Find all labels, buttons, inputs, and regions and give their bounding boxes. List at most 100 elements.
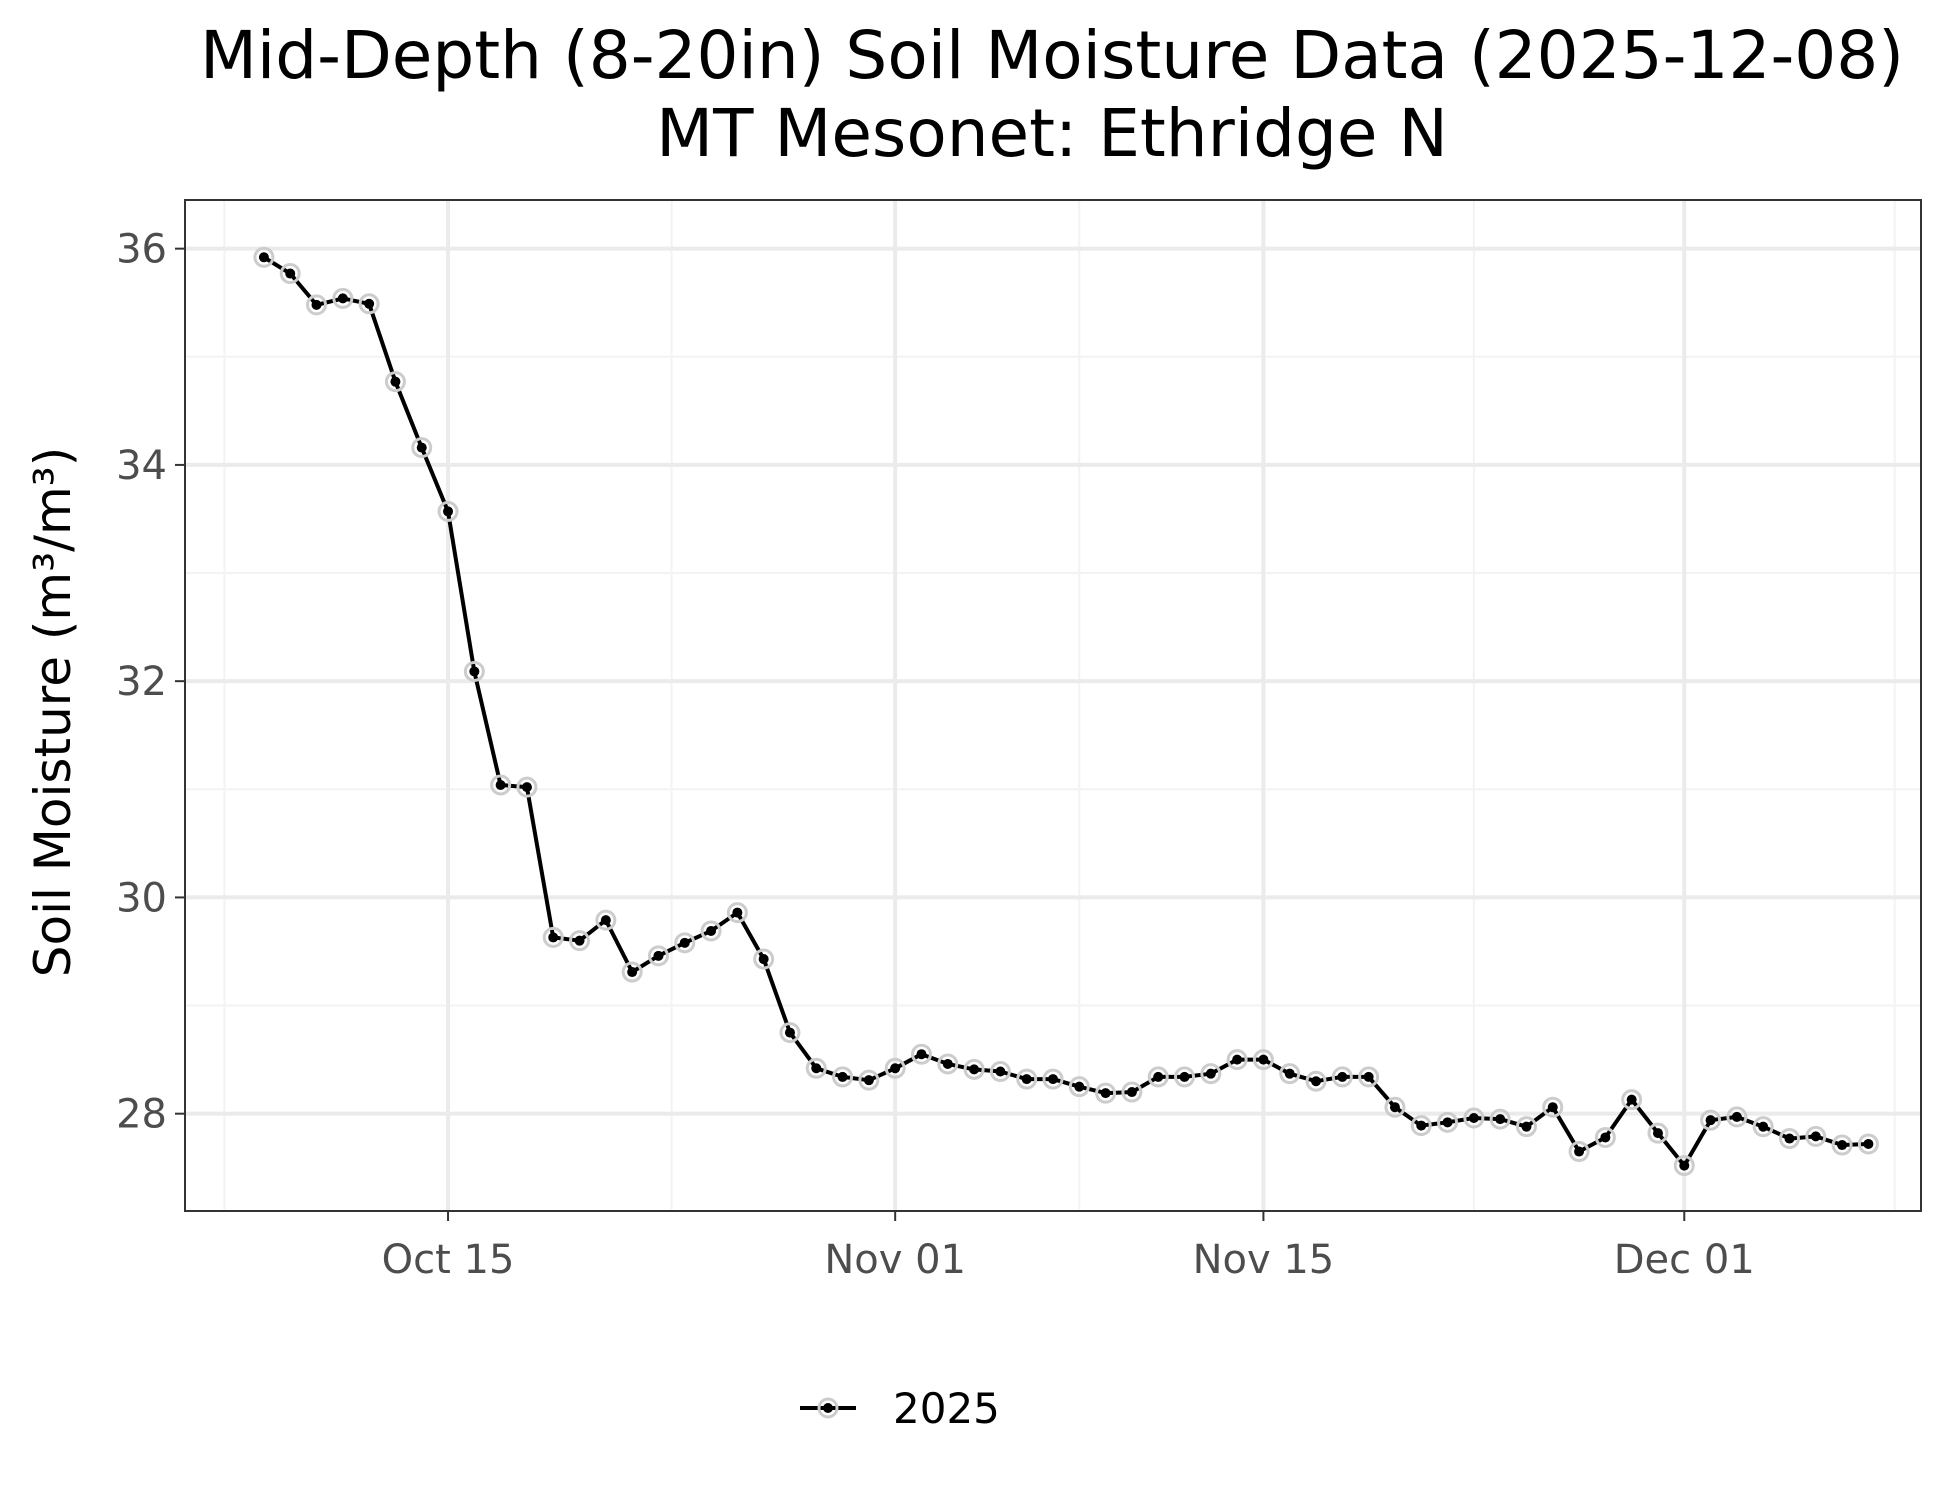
data-point	[306, 294, 328, 316]
data-point-marker	[1810, 1131, 1821, 1142]
data-point	[490, 774, 512, 796]
data-point-halo	[1384, 1096, 1406, 1118]
x-tick-label: Nov 15	[1193, 1237, 1335, 1283]
data-point	[937, 1053, 959, 1075]
data-point-marker	[1495, 1114, 1506, 1125]
data-point	[516, 776, 538, 798]
data-point	[1752, 1116, 1774, 1138]
data-point	[1831, 1134, 1853, 1156]
data-point-halo	[753, 948, 775, 970]
data-point-marker	[1179, 1071, 1190, 1082]
data-point	[989, 1061, 1011, 1083]
data-point-marker	[1574, 1146, 1585, 1157]
major-gridlines-x	[446, 200, 1687, 1211]
data-point-marker	[837, 1071, 848, 1082]
data-point	[1410, 1115, 1432, 1137]
data-point-marker	[679, 937, 690, 948]
data-point-marker	[1521, 1121, 1532, 1132]
data-point-marker	[1311, 1076, 1322, 1087]
data-point-halo	[1068, 1076, 1090, 1098]
data-point-marker	[1048, 1074, 1058, 1085]
data-point-marker	[1416, 1120, 1427, 1131]
data-point-halo	[384, 371, 406, 393]
data-point-halo	[1726, 1106, 1748, 1128]
data-point	[1279, 1063, 1301, 1085]
data-point-marker	[1389, 1102, 1400, 1113]
data-point	[332, 287, 354, 309]
data-point-marker	[1284, 1068, 1295, 1079]
data-point-marker	[1363, 1071, 1374, 1082]
data-point-marker	[495, 779, 506, 790]
data-point-marker	[574, 935, 585, 946]
data-point-halo	[358, 293, 380, 315]
data-point-marker	[521, 782, 532, 793]
data-point-marker	[1258, 1054, 1269, 1065]
data-point-marker	[627, 967, 638, 978]
data-point-halo	[779, 1022, 801, 1044]
data-point-halo	[1252, 1049, 1274, 1071]
data-point-halo	[1226, 1049, 1248, 1071]
data-point	[279, 263, 301, 285]
data-point-halo	[1700, 1109, 1722, 1131]
data-point-halo	[1621, 1089, 1643, 1111]
data-point-marker	[1863, 1138, 1874, 1149]
panel-border	[184, 199, 1922, 1212]
data-point-marker	[653, 950, 664, 961]
data-point-marker	[1126, 1087, 1137, 1098]
data-point	[463, 660, 485, 682]
data-point-marker	[1758, 1121, 1769, 1132]
data-point-marker	[1205, 1068, 1216, 1079]
data-point-halo	[306, 294, 328, 316]
data-point-halo	[1279, 1063, 1301, 1085]
data-point	[1305, 1070, 1327, 1092]
data-point-halo	[1515, 1116, 1537, 1138]
data-point	[1489, 1108, 1511, 1130]
data-point	[1331, 1066, 1353, 1088]
data-point	[1515, 1116, 1537, 1138]
data-point	[411, 437, 433, 459]
data-point-marker	[469, 666, 480, 677]
data-point	[358, 293, 380, 315]
data-point-halo	[411, 437, 433, 459]
data-point-halo	[279, 263, 301, 285]
x-tick-label: Nov 01	[824, 1237, 966, 1283]
data-point-marker	[758, 954, 769, 965]
data-point-marker	[1652, 1128, 1663, 1139]
data-point-halo	[1095, 1082, 1117, 1104]
data-point	[1437, 1111, 1459, 1133]
data-point	[858, 1069, 880, 1091]
data-point	[963, 1058, 985, 1080]
series-line-2025	[261, 255, 1871, 1168]
data-point	[1147, 1066, 1169, 1088]
data-point-marker	[784, 1027, 795, 1038]
data-point-halo	[700, 920, 722, 942]
data-point	[700, 920, 722, 942]
data-point-halo	[937, 1053, 959, 1075]
data-point-halo	[1568, 1141, 1590, 1163]
data-point-halo	[1831, 1134, 1853, 1156]
data-point	[726, 902, 748, 924]
y-tick-label: 36	[116, 227, 167, 273]
data-point-halo	[490, 774, 512, 796]
legend-label-2025: 2025	[893, 1384, 1000, 1433]
data-point-halo	[463, 660, 485, 682]
data-point	[884, 1057, 906, 1079]
data-point	[1726, 1106, 1748, 1128]
legend-point-swatch	[823, 1403, 833, 1413]
data-point	[647, 945, 669, 967]
data-point-halo	[1594, 1126, 1616, 1148]
data-point-marker	[390, 376, 401, 387]
data-point-marker	[548, 932, 559, 943]
data-point-halo	[805, 1057, 827, 1079]
data-point-marker	[1626, 1094, 1637, 1105]
data-point-marker	[416, 442, 427, 453]
data-point-halo	[674, 932, 696, 954]
data-point	[1068, 1076, 1090, 1098]
data-point-halo	[1121, 1081, 1143, 1103]
minor-gridlines-y	[185, 355, 1921, 1007]
data-point-marker	[863, 1075, 874, 1086]
data-point-marker	[969, 1064, 980, 1075]
data-point-marker	[890, 1063, 901, 1074]
data-point-marker	[1731, 1111, 1742, 1122]
data-point-halo	[858, 1069, 880, 1091]
